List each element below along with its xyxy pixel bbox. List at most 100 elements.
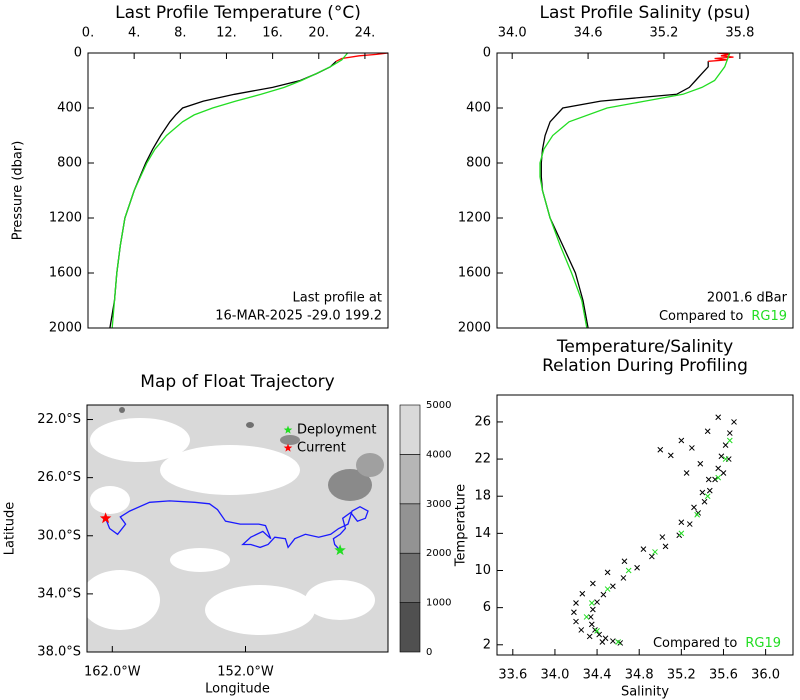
x-tick-label: 12. [216, 26, 237, 41]
ts-point [625, 567, 632, 574]
ts-point [621, 558, 628, 565]
ts-point [596, 631, 603, 638]
ts-point [706, 487, 713, 494]
y-axis-label: Temperature [454, 484, 469, 567]
chart-title: Last Profile Temperature (°C) [115, 3, 361, 23]
y-tick-label: 6 [483, 600, 491, 615]
x-tick-label: 34.6 [574, 26, 603, 41]
y-tick-label: 34.0°S [37, 586, 81, 601]
colorbar-label: 1000 [426, 598, 451, 609]
ts-point [588, 621, 595, 628]
ts-point [689, 445, 695, 451]
plot-area [539, 52, 734, 329]
x-tick-label: 152.0°W [217, 665, 274, 680]
y-tick-label: 22.0°S [37, 412, 81, 427]
ts-point [691, 504, 697, 511]
ts-point [590, 580, 596, 587]
colorbar-band [399, 404, 421, 455]
y-tick-label: 30.0°S [37, 528, 81, 543]
ts-point [573, 600, 579, 606]
y-tick-label: 0 [74, 46, 82, 61]
comparison-text: Compared to [659, 309, 743, 324]
ts-point [652, 549, 658, 555]
comparison-note: Compared to RG19 [659, 309, 787, 324]
ts-point [686, 521, 693, 527]
annotation: 2001.6 dBar [707, 291, 788, 306]
legend-label: Deployment [297, 423, 377, 438]
ts-point [731, 419, 737, 425]
y-tick-label: 1200 [49, 211, 82, 226]
x-tick-label: 4. [128, 26, 140, 41]
x-tick-label: 35.8 [725, 26, 754, 41]
ts-point [587, 614, 594, 620]
colorbar-label: 0 [426, 647, 432, 658]
plot-area [109, 52, 389, 329]
comparison-note: Compared to RG19 [653, 636, 781, 651]
x-tick-label: 34.0 [498, 26, 527, 41]
ts-point [718, 453, 725, 460]
ts-point [615, 639, 621, 645]
plot-frame [87, 52, 389, 329]
chart-title: Temperature/Salinity [556, 337, 733, 357]
ts-point [599, 639, 606, 645]
x-tick-label: 34.8 [625, 668, 654, 683]
ts-point [590, 606, 596, 613]
x-axis-label: Salinity [621, 685, 669, 700]
y-tick-label: 2 [483, 637, 491, 652]
colorbar-band [399, 503, 421, 554]
ts-point [678, 437, 685, 444]
ts-point [697, 460, 704, 467]
y-tick-label: 26 [474, 414, 491, 429]
ts-point [715, 474, 722, 481]
y-tick-label: 18 [474, 489, 491, 504]
ts-point [579, 590, 586, 597]
ts-point [667, 452, 674, 459]
x-tick-label: 16. [262, 26, 283, 41]
ts-point [722, 442, 729, 448]
legend-label: Current [297, 441, 346, 456]
x-tick-label: 20. [308, 26, 329, 41]
colorbar-label: 5000 [426, 400, 451, 411]
ts-point [648, 553, 655, 560]
colorbar-band [399, 552, 421, 603]
ts-point [610, 583, 616, 590]
plot-area: Deployment Current [99, 423, 377, 556]
y-tick-label: 400 [57, 101, 82, 116]
y-tick-label: 0 [483, 46, 491, 61]
ts-point [600, 591, 607, 598]
comparison-reference: RG19 [745, 636, 781, 651]
chart-title: Last Profile Salinity (psu) [539, 3, 750, 23]
y-tick-label: 1600 [49, 266, 82, 281]
y-tick-label: 1200 [458, 211, 491, 226]
ts-point [594, 599, 600, 605]
colorbar-band [399, 454, 421, 505]
marker-star [99, 512, 112, 524]
chart-title: Map of Float Trajectory [140, 372, 334, 392]
y-axis-label: Latitude [3, 502, 18, 556]
colorbar-label: 4000 [426, 449, 451, 460]
ts-point [705, 476, 712, 483]
ts-point [604, 586, 611, 592]
ts-point [586, 633, 593, 640]
y-tick-label: 26.0°S [37, 470, 81, 485]
y-tick-label: 14 [474, 526, 491, 541]
plot-area [571, 414, 737, 646]
y-tick-label: 800 [57, 156, 82, 171]
ts-point [704, 428, 711, 435]
colorbar-label: 3000 [426, 499, 451, 510]
x-tick-label: 35.2 [649, 26, 678, 41]
profile-line [335, 52, 389, 62]
y-tick-label: 400 [466, 101, 491, 116]
x-tick-label: 33.6 [498, 668, 527, 683]
y-tick-label: 10 [474, 563, 491, 578]
ts-point [715, 414, 722, 421]
y-tick-label: 38.0°S [37, 645, 81, 660]
ts-point [583, 614, 590, 620]
y-axis-label: Pressure (dbar) [11, 141, 26, 241]
ts-point [573, 618, 579, 625]
ts-point [659, 534, 666, 540]
colorbar-band [399, 602, 421, 653]
ts-point [699, 489, 706, 496]
ts-point [683, 470, 690, 476]
